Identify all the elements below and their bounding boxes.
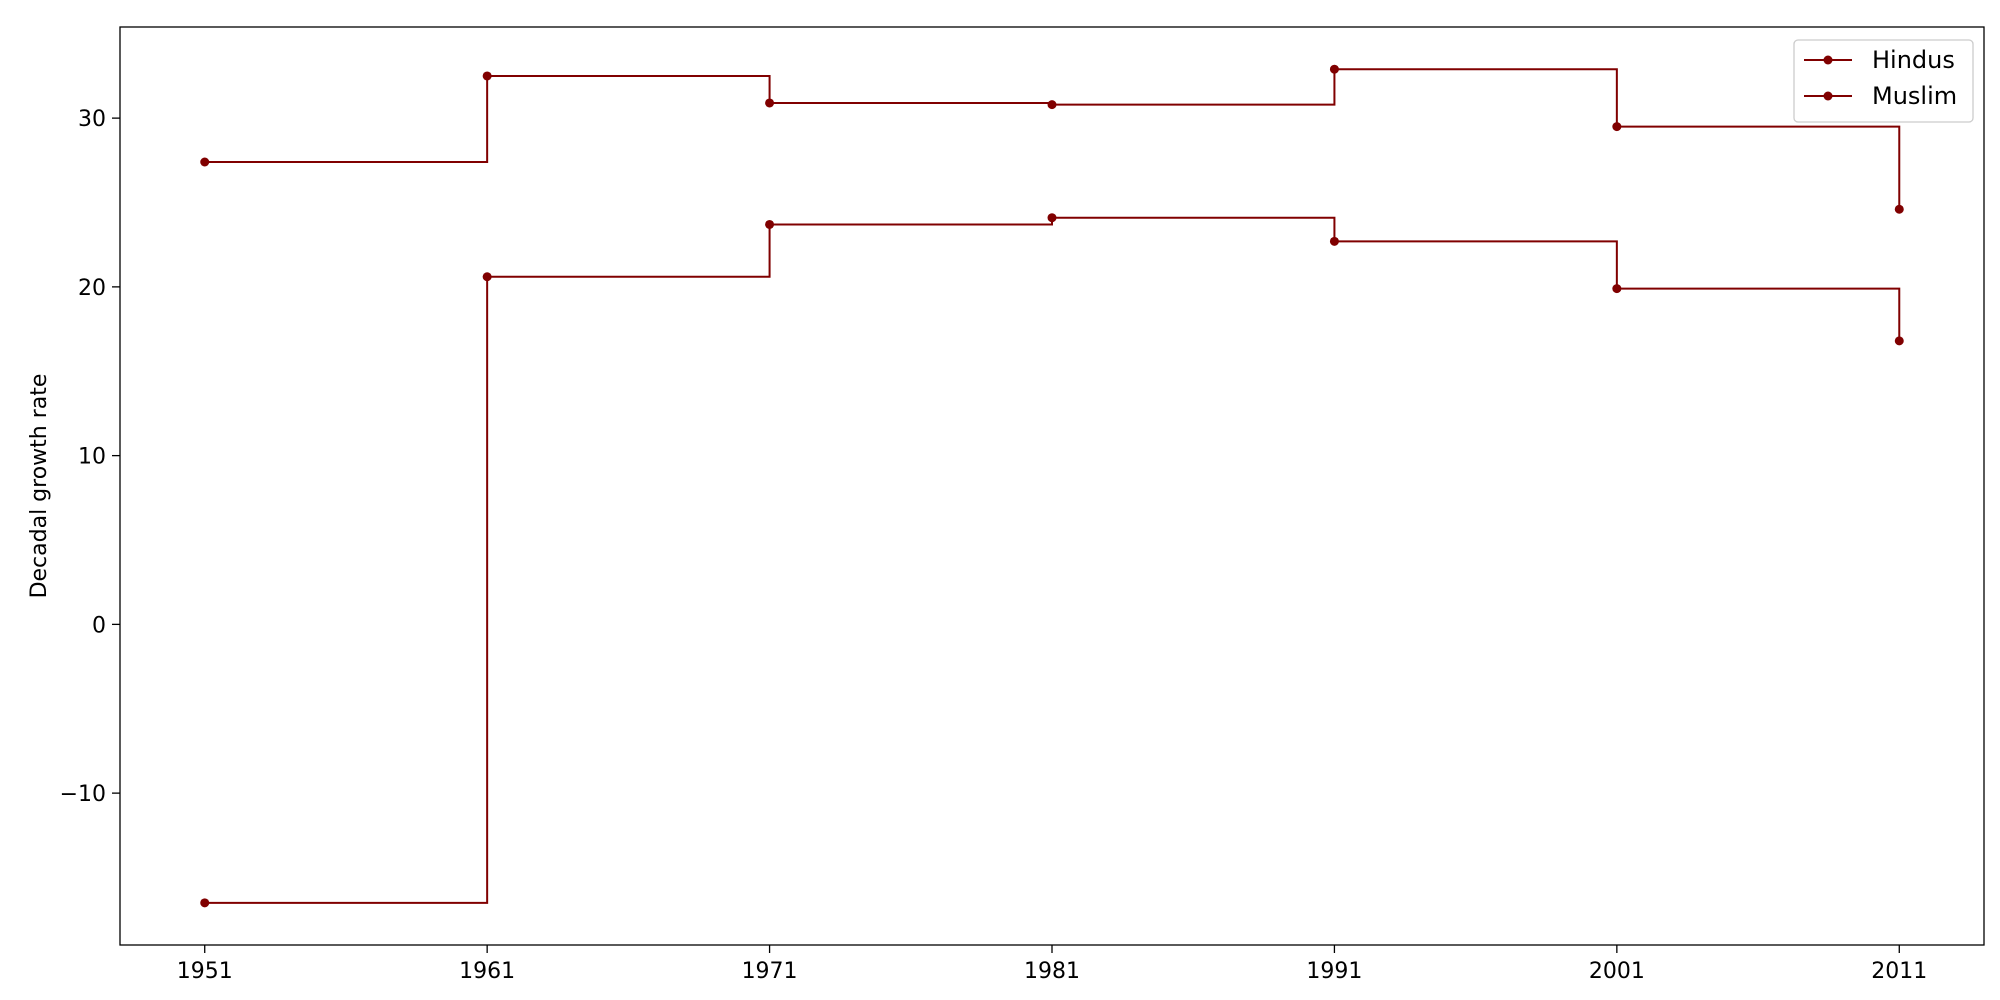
- data-point: [765, 98, 775, 108]
- x-tick-label: 1981: [1024, 959, 1080, 984]
- legend-swatch-marker: [1823, 91, 1833, 101]
- data-point: [1612, 284, 1622, 294]
- legend-label: Muslim: [1872, 82, 1957, 110]
- y-tick-label: 0: [92, 613, 106, 638]
- data-point: [1612, 122, 1622, 132]
- y-axis: −10 0 10 20 30: [60, 107, 120, 807]
- x-tick-label: 2001: [1589, 959, 1645, 984]
- series-layer: [200, 64, 1904, 908]
- legend-swatch-marker: [1823, 55, 1833, 65]
- x-tick-label: 2011: [1871, 959, 1927, 984]
- series-hindus: [200, 213, 1904, 908]
- data-point: [200, 157, 210, 167]
- x-axis: 1951 1961 1971 1981 1991 2001 2011: [177, 945, 1927, 984]
- series-muslim: [200, 64, 1904, 214]
- data-point: [765, 219, 775, 229]
- plot-area-frame: [119, 26, 1985, 946]
- legend-label: Hindus: [1872, 46, 1955, 74]
- y-tick-label: 10: [78, 445, 106, 470]
- data-point: [200, 898, 210, 908]
- y-tick-label: 30: [78, 107, 106, 132]
- data-point: [1329, 236, 1339, 246]
- x-tick-label: 1951: [177, 959, 233, 984]
- data-point: [1047, 100, 1057, 110]
- series-line: [204, 216, 1901, 904]
- x-tick-label: 1971: [742, 959, 798, 984]
- data-point: [1894, 336, 1904, 346]
- series-line: [204, 68, 1901, 210]
- data-point: [1894, 204, 1904, 214]
- y-tick-label: −10: [60, 782, 106, 807]
- data-point: [482, 272, 492, 282]
- x-tick-label: 1961: [459, 959, 515, 984]
- data-point: [1329, 64, 1339, 74]
- data-point: [1047, 213, 1057, 223]
- y-tick-label: 20: [78, 276, 106, 301]
- data-point: [482, 71, 492, 81]
- y-axis-title: Decadal growth rate: [27, 374, 52, 599]
- legend: Hindus Muslim: [1793, 39, 1974, 123]
- x-tick-label: 1991: [1306, 959, 1362, 984]
